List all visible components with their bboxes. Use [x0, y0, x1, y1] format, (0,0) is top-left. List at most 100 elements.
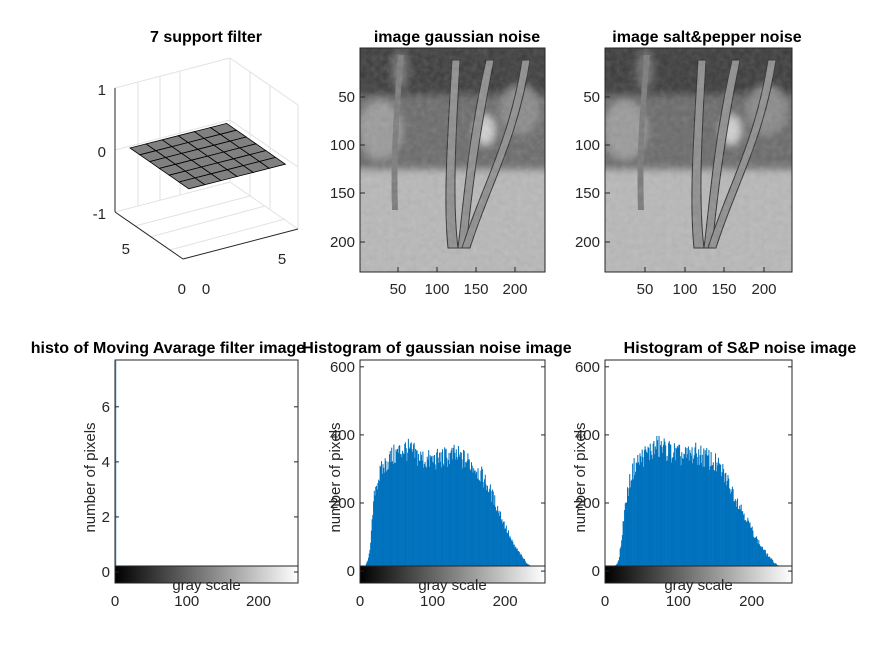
hist-bar — [722, 464, 724, 583]
hist-bar — [706, 455, 708, 583]
hist-bar — [665, 461, 667, 583]
hist-bar — [418, 460, 420, 583]
hist-bar — [731, 491, 733, 583]
hist-bar — [503, 521, 505, 583]
hist-bar — [466, 460, 468, 583]
grayscale-colorbar — [114, 565, 299, 584]
hist-bar — [629, 474, 631, 583]
hist-bar — [444, 447, 446, 583]
hist-bar — [754, 537, 756, 583]
y-tick-label: 4 — [102, 454, 110, 471]
hist-bar — [422, 451, 424, 583]
hist-bar — [739, 505, 741, 583]
hist-bar — [686, 448, 688, 583]
hist-bar — [712, 465, 714, 583]
hist-bar — [505, 528, 507, 583]
hist-bar — [705, 454, 707, 583]
hist-bar — [377, 482, 379, 583]
hist-bar — [701, 454, 703, 583]
hist-bar — [404, 442, 407, 583]
x-tick-label: 50 — [637, 281, 654, 298]
hist-bar — [373, 501, 375, 583]
grayscale-colorbar — [604, 565, 793, 584]
hist-bar — [668, 442, 670, 583]
hist-bar — [428, 450, 430, 583]
hist-bar — [423, 464, 425, 583]
surface-y-ticks: 5 0 — [122, 241, 186, 298]
hist-bar — [731, 486, 733, 583]
sp-image-x-ticks: 50 100 150 200 — [637, 281, 777, 298]
hist-bar — [386, 469, 388, 583]
hist-bar — [640, 462, 642, 583]
hist-bar — [630, 480, 632, 583]
hist-bar — [684, 454, 686, 583]
hist-bar — [714, 470, 716, 583]
hist-bar — [668, 441, 670, 583]
hist-bar — [430, 457, 432, 583]
hist-bar — [415, 450, 417, 583]
hist-bar — [436, 452, 438, 583]
hist-bar — [743, 513, 745, 583]
hist-bar — [624, 503, 626, 583]
hist-bar — [742, 511, 744, 583]
hist-bar — [757, 543, 759, 583]
x-axis-label: gray scale — [664, 577, 732, 594]
hist-bar — [695, 442, 697, 583]
hist-bar — [393, 444, 395, 583]
hist-bar — [713, 470, 715, 583]
hist-bar — [479, 481, 481, 583]
hist-bar — [675, 447, 677, 583]
hist-bar — [624, 510, 626, 583]
hist-bar — [468, 459, 470, 583]
hist-bar — [673, 443, 675, 583]
hist-bar — [484, 479, 486, 583]
hist-bar — [724, 473, 726, 583]
hist-bar — [641, 449, 643, 583]
hist-bar — [394, 462, 396, 583]
hist-bar — [643, 466, 645, 583]
hist-bar — [493, 504, 495, 583]
hist-bar — [404, 444, 406, 583]
gauss-image-x-ticks: 50 100 150 200 — [390, 281, 528, 298]
z-tick-label: 1 — [98, 82, 106, 99]
hist-bar — [723, 468, 725, 583]
hist-bar — [690, 452, 692, 583]
hist-bar — [635, 462, 637, 583]
surface-3d-axes — [114, 88, 299, 260]
hist-bar — [463, 449, 465, 583]
hist-bar — [748, 523, 750, 583]
hist-bar — [455, 459, 457, 583]
hist-bar — [709, 466, 711, 583]
hist-bar — [684, 447, 686, 583]
hist-bar — [390, 462, 392, 583]
hist-bar — [759, 544, 761, 583]
hist-sp-subplot: 0 200 400 600 0 100 200 gray scale number of pix… — [572, 340, 856, 610]
hist-bar — [471, 462, 473, 583]
hist-bar — [420, 451, 422, 583]
hist-bar — [625, 502, 627, 583]
hist-bar — [651, 458, 653, 583]
y-tick-label: 400 — [575, 427, 600, 444]
hist-bar — [487, 492, 489, 583]
hist-bar — [649, 460, 651, 583]
hist-bar — [676, 448, 678, 583]
hist-bar — [420, 454, 422, 583]
hist-bar — [397, 452, 399, 583]
hist-bar — [502, 523, 504, 583]
hist-bar — [679, 444, 681, 583]
y-tick-label: 6 — [102, 399, 110, 416]
hist-bar — [434, 464, 436, 583]
hist-bar — [665, 445, 667, 583]
hist-bar — [690, 455, 692, 583]
hist-bar — [379, 465, 381, 583]
gauss-image-pixels — [360, 48, 545, 272]
hist-bar — [648, 447, 650, 583]
hist-bar — [719, 464, 721, 583]
hist-bar — [726, 480, 728, 583]
grayscale-colorbar — [359, 565, 546, 584]
hist-bar — [411, 449, 413, 583]
x-tick-label: 0 — [111, 593, 119, 610]
hist-bar — [426, 467, 428, 583]
hist-bar — [656, 435, 658, 583]
hist-bar — [489, 484, 491, 583]
